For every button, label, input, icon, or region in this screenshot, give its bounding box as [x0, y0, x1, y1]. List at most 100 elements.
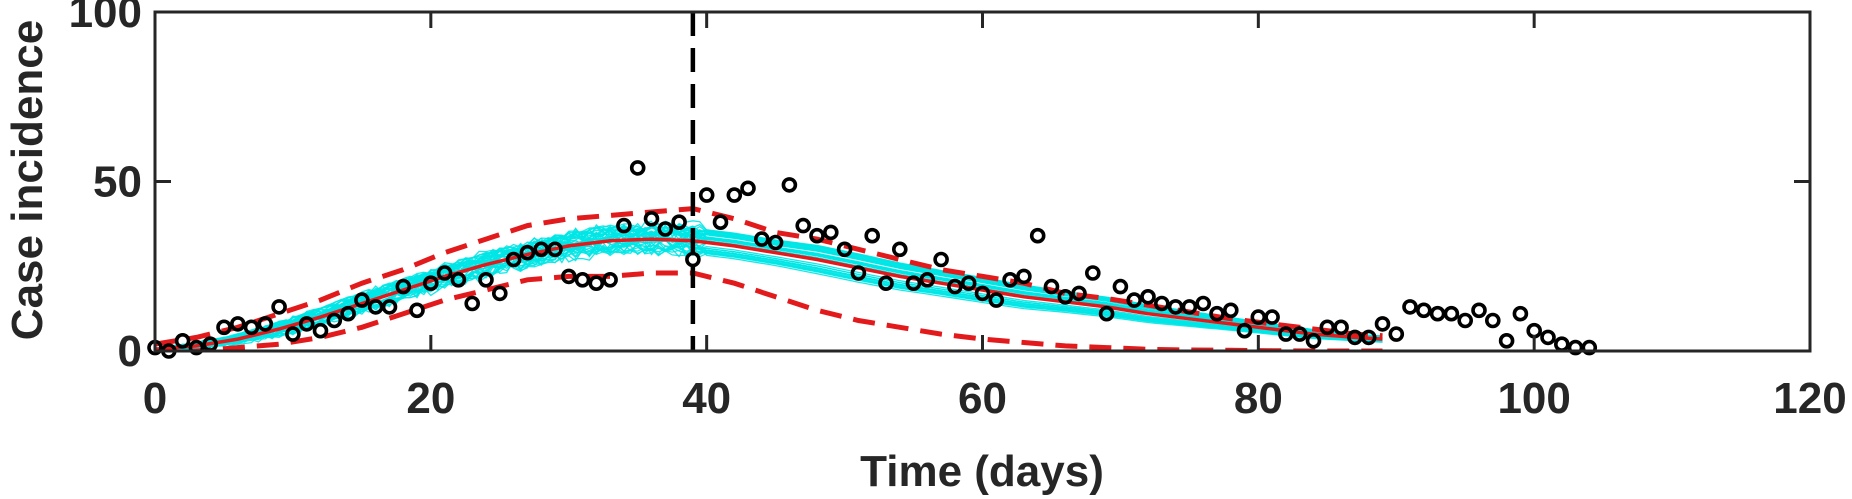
observed-point — [1498, 332, 1515, 349]
observed-points — [147, 160, 1598, 359]
observed-point — [712, 214, 729, 230]
x-tick-label: 0 — [143, 374, 167, 423]
observed-point — [1291, 326, 1308, 342]
observed-point — [1526, 322, 1542, 339]
observed-point — [464, 295, 481, 312]
observed-point — [188, 339, 205, 356]
observed-point — [1154, 295, 1170, 312]
observed-point — [822, 224, 839, 241]
observed-point — [1250, 309, 1267, 325]
observed-point — [298, 316, 315, 332]
observed-point — [1388, 326, 1405, 342]
observed-point — [988, 292, 1005, 308]
observed-point — [1016, 268, 1032, 285]
observed-point — [698, 187, 715, 203]
observed-point — [974, 285, 991, 302]
observed-point — [1098, 305, 1115, 322]
observed-point — [560, 268, 577, 285]
fit-lower-bound-line — [155, 270, 1383, 351]
observed-point — [616, 217, 632, 234]
observed-point — [491, 285, 508, 302]
observed-point — [271, 299, 287, 315]
observed-point — [1112, 278, 1129, 295]
observed-point — [740, 180, 756, 197]
observed-point — [1223, 302, 1239, 319]
observed-point — [891, 241, 908, 258]
observed-point — [960, 275, 977, 292]
observed-point — [588, 275, 605, 292]
observed-point — [1057, 288, 1074, 305]
observed-point — [1512, 305, 1529, 322]
x-tick-label: 20 — [406, 374, 455, 423]
observed-point — [767, 234, 784, 251]
observed-point — [505, 251, 522, 268]
x-tick-label: 40 — [682, 374, 731, 423]
observed-point — [905, 275, 922, 292]
observed-point — [1319, 319, 1336, 336]
fit-mean-line — [155, 237, 1383, 351]
observed-point — [395, 278, 412, 295]
observed-point — [1085, 265, 1101, 281]
observed-point — [947, 278, 963, 295]
observed-point — [519, 244, 536, 261]
observed-point — [1195, 295, 1211, 312]
x-tick-label: 100 — [1497, 374, 1570, 423]
observed-point — [933, 251, 949, 268]
observed-point — [1071, 285, 1087, 302]
x-tick-label: 60 — [958, 374, 1007, 423]
observed-point — [726, 187, 743, 203]
observed-point — [657, 221, 674, 237]
observed-point — [878, 275, 894, 292]
observed-point — [312, 322, 329, 339]
observed-point — [174, 332, 191, 349]
x-tick-label: 80 — [1234, 374, 1283, 423]
ensemble-line — [155, 239, 1383, 351]
observed-point — [409, 302, 425, 319]
observed-point — [1554, 336, 1570, 353]
observed-point — [850, 265, 867, 281]
observed-point — [422, 275, 439, 292]
x-tick-label: 120 — [1773, 374, 1846, 423]
observed-point — [1181, 299, 1198, 315]
observed-point — [1360, 329, 1377, 346]
observed-point — [685, 251, 701, 268]
observed-point — [1140, 288, 1156, 305]
observed-point — [1126, 292, 1142, 308]
observed-point — [257, 316, 274, 332]
observed-point — [326, 312, 343, 329]
observed-point — [1567, 339, 1584, 356]
observed-point — [1471, 302, 1487, 319]
observed-point — [1540, 329, 1556, 346]
observed-point — [1043, 278, 1060, 295]
observed-point — [216, 319, 232, 336]
observed-point — [478, 271, 494, 288]
observed-point — [1236, 322, 1253, 339]
model-fit-curves — [155, 206, 1383, 351]
observed-point — [1429, 305, 1446, 322]
observed-point — [1264, 309, 1280, 325]
y-tick-label: 50 — [93, 158, 142, 207]
observed-point — [354, 292, 370, 308]
observed-point — [809, 227, 825, 244]
observed-point — [671, 214, 687, 230]
observed-point — [1209, 305, 1225, 322]
ensemble-line — [155, 239, 1383, 351]
y-axis-label: Case incidence — [3, 20, 52, 340]
y-tick-label: 100 — [69, 0, 142, 37]
observed-point — [1002, 271, 1018, 288]
observed-point — [1581, 339, 1598, 356]
observed-point — [643, 211, 660, 227]
observed-point — [450, 271, 467, 288]
observed-point — [547, 241, 563, 258]
observed-point — [919, 271, 936, 288]
observed-point — [381, 299, 398, 315]
y-tick-label: 0 — [118, 327, 142, 376]
observed-point — [1443, 305, 1460, 322]
observed-point — [1333, 319, 1349, 336]
x-axis-label: Time (days) — [860, 447, 1104, 496]
observed-point — [1374, 316, 1391, 332]
observed-point — [1305, 332, 1322, 349]
observed-point — [629, 160, 646, 176]
observed-point — [243, 319, 260, 336]
